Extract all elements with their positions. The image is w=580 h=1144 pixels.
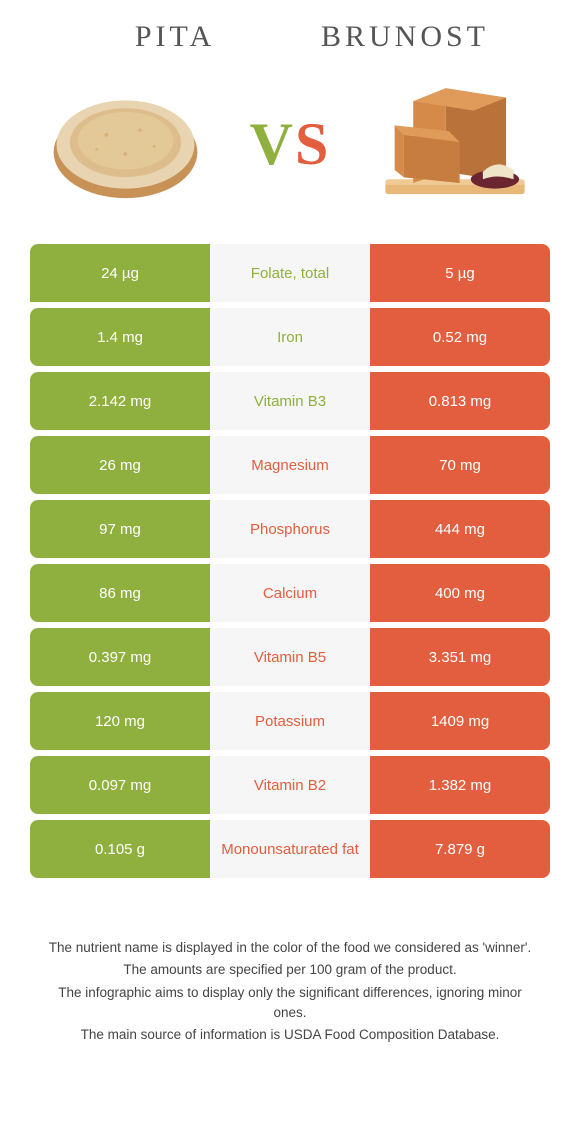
vs-label: VS [250, 110, 331, 179]
vs-v: V [250, 111, 295, 177]
title-pita: Pita [60, 20, 290, 54]
title-brunost: Brunost [290, 20, 520, 54]
value-brunost: 1409 mg [370, 692, 550, 750]
value-brunost: 0.52 mg [370, 308, 550, 366]
pita-image [40, 74, 210, 214]
comparison-table: 24 µgFolate, total5 µg 1.4 mgIron0.52 mg 2… [30, 244, 550, 878]
value-pita: 26 mg [30, 436, 210, 494]
value-pita: 97 mg [30, 500, 210, 558]
table-row: 24 µgFolate, total5 µg [30, 244, 550, 302]
footer-line: The main source of information is USDA F… [40, 1025, 540, 1045]
value-pita: 2.142 mg [30, 372, 210, 430]
value-brunost: 400 mg [370, 564, 550, 622]
nutrient-label: Phosphorus [210, 500, 370, 558]
table-row: 97 mgPhosphorus444 mg [30, 500, 550, 558]
footer-line: The infographic aims to display only the… [40, 983, 540, 1024]
value-brunost: 5 µg [370, 244, 550, 302]
value-pita: 0.105 g [30, 820, 210, 878]
value-brunost: 0.813 mg [370, 372, 550, 430]
brunost-icon [375, 79, 535, 209]
nutrient-label: Folate, total [210, 244, 370, 302]
pita-icon [48, 87, 203, 202]
table-row: 0.097 mgVitamin B21.382 mg [30, 756, 550, 814]
nutrient-label: Iron [210, 308, 370, 366]
table-row: 0.105 gMonounsaturated fat7.879 g [30, 820, 550, 878]
nutrient-label: Magnesium [210, 436, 370, 494]
nutrient-label: Potassium [210, 692, 370, 750]
value-pita: 0.397 mg [30, 628, 210, 686]
table-row: 86 mgCalcium400 mg [30, 564, 550, 622]
value-pita: 86 mg [30, 564, 210, 622]
images-row: VS [30, 64, 550, 244]
header: Pita Brunost [30, 20, 550, 64]
table-row: 1.4 mgIron0.52 mg [30, 308, 550, 366]
nutrient-label: Calcium [210, 564, 370, 622]
value-brunost: 3.351 mg [370, 628, 550, 686]
value-pita: 24 µg [30, 244, 210, 302]
footer-line: The amounts are specified per 100 gram o… [40, 960, 540, 980]
value-brunost: 1.382 mg [370, 756, 550, 814]
nutrient-label: Monounsaturated fat [210, 820, 370, 878]
table-row: 2.142 mgVitamin B30.813 mg [30, 372, 550, 430]
nutrient-label: Vitamin B5 [210, 628, 370, 686]
value-pita: 1.4 mg [30, 308, 210, 366]
vs-s: S [295, 111, 330, 177]
footer-line: The nutrient name is displayed in the co… [40, 938, 540, 958]
table-row: 0.397 mgVitamin B53.351 mg [30, 628, 550, 686]
value-pita: 0.097 mg [30, 756, 210, 814]
brunost-image [370, 74, 540, 214]
value-brunost: 70 mg [370, 436, 550, 494]
value-brunost: 444 mg [370, 500, 550, 558]
value-pita: 120 mg [30, 692, 210, 750]
nutrient-label: Vitamin B3 [210, 372, 370, 430]
table-row: 26 mgMagnesium70 mg [30, 436, 550, 494]
value-brunost: 7.879 g [370, 820, 550, 878]
table-row: 120 mgPotassium1409 mg [30, 692, 550, 750]
footer-notes: The nutrient name is displayed in the co… [30, 938, 550, 1045]
nutrient-label: Vitamin B2 [210, 756, 370, 814]
